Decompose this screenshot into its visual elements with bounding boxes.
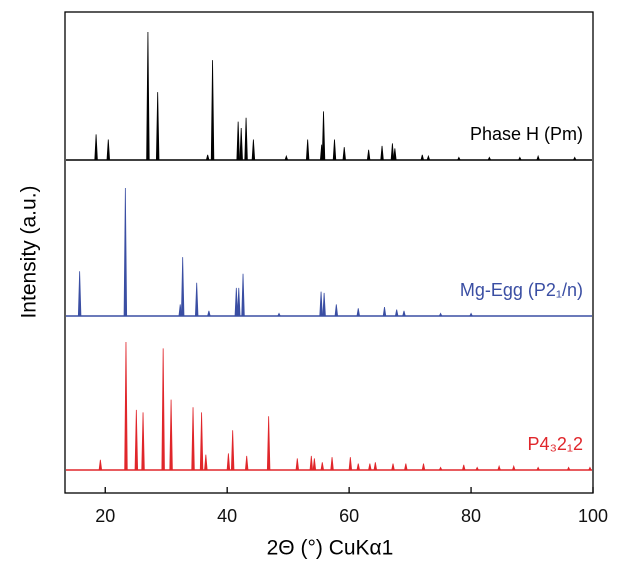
peak [438,312,443,317]
peak [134,409,139,471]
peak [366,149,371,161]
peak [497,464,501,471]
peak [334,304,339,317]
peak [380,145,384,161]
peak [393,148,397,161]
peak [390,143,395,161]
peak [572,156,577,161]
peak [210,60,215,161]
peak [146,31,150,161]
peak [169,399,173,471]
peak [456,156,461,161]
peak [295,458,300,471]
peak [244,455,249,471]
x-tick-label: 100 [578,506,608,526]
peak [511,464,516,471]
peak [305,139,310,161]
peak [277,312,281,317]
peak [321,111,326,161]
peak [309,455,314,471]
peak [180,257,185,317]
peak [342,147,346,161]
peak [77,271,82,317]
peak [330,457,334,471]
series-label: P4₃2₁2 [528,434,583,454]
peak [382,306,387,317]
peak [191,407,195,471]
peak [319,291,323,317]
x-axis-label: 2Θ (°) CuKα1 [267,537,394,560]
peak [94,134,98,161]
peak [356,463,361,471]
peak [404,463,408,471]
peak [244,117,248,161]
peak [123,187,128,317]
peak [420,154,425,161]
series-label: Mg-Egg (P2₁/n) [460,280,583,300]
peak [391,463,395,471]
peak [161,348,165,471]
peak [402,310,406,317]
peak [368,463,372,471]
peak [199,412,204,471]
peak [205,154,210,161]
peak [536,466,541,471]
peak [284,154,289,161]
series-label: Phase H (Pm) [470,124,583,144]
y-axis-label: Intensity (a.u.) [18,185,41,318]
peak [204,454,208,471]
peak [234,287,239,317]
peak [141,412,145,471]
peak [155,92,160,161]
peak [475,466,480,471]
x-tick-label: 60 [339,506,359,526]
peak [239,127,243,161]
peak [312,458,317,471]
peak [487,156,492,161]
peak [226,453,231,471]
peak [124,341,128,471]
peak [332,139,337,161]
peak [438,466,443,471]
peak [98,459,103,471]
peak [230,430,235,471]
peak [266,416,271,471]
peak [426,154,431,161]
plot-frame [64,11,594,494]
peak [373,462,378,471]
peak [194,282,199,317]
peak [207,310,211,317]
peak [348,457,353,471]
x-tick-label: 40 [217,506,237,526]
peak [356,308,361,317]
peak [322,292,326,317]
peak [517,156,522,161]
peak [469,312,474,317]
peak [178,304,182,317]
peak [237,287,241,317]
peak [421,463,426,471]
peak [106,139,111,161]
peak [587,466,592,471]
peak [536,154,540,161]
x-tick-label: 80 [461,506,481,526]
peak [566,466,571,471]
peak [461,464,466,471]
peak [241,273,245,317]
peak [236,121,240,161]
peak [320,462,325,471]
peak [394,309,399,317]
peak [251,139,256,161]
x-tick-label: 20 [95,506,115,526]
